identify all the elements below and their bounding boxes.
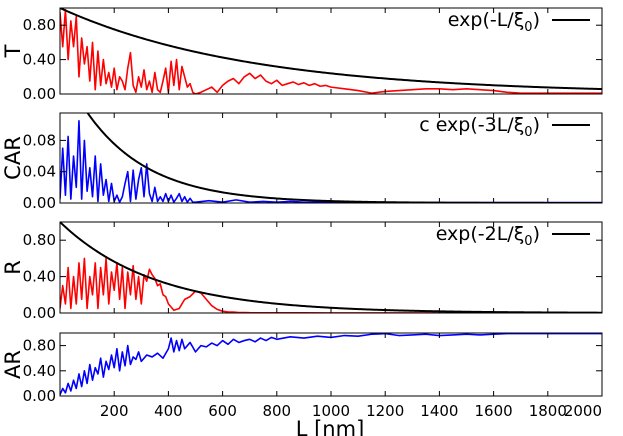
y-tick-label: 0.80	[23, 231, 56, 249]
legend-text: exp(-L/ξ	[448, 9, 525, 31]
legend-close: )	[533, 223, 540, 245]
plot-area	[60, 8, 602, 94]
x-tick-label: 600	[208, 402, 237, 420]
y-tick-label: 0.80	[23, 337, 56, 355]
data-line-t	[60, 8, 602, 94]
panel-ar: 0.00 0.40 0.80 200 400 600 800 1000 1200 1400 1600…	[1, 332, 603, 420]
y-tick-label: 0.04	[23, 163, 56, 181]
x-tick-label: 1400	[420, 402, 458, 420]
y-tick-label: 0.08	[23, 131, 56, 149]
legend-label: exp(-L/ξ0)	[448, 9, 540, 35]
data-line-ar	[60, 333, 602, 396]
legend-label: exp(-2L/ξ0)	[436, 223, 540, 249]
x-tick-label: 1000	[312, 402, 350, 420]
y-tick-label: 0.00	[23, 387, 56, 405]
y-axis-label: AR	[1, 350, 25, 379]
x-tick-label: 800	[262, 402, 291, 420]
legend-close: )	[533, 9, 540, 31]
x-tick-label: 200	[100, 402, 129, 420]
data-line-r	[60, 257, 602, 313]
legend-label: c exp(-3L/ξ0)	[419, 114, 540, 140]
y-axis-label: CAR	[1, 136, 25, 180]
y-axis-label: R	[1, 260, 25, 275]
x-tick-label: 1800	[529, 402, 567, 420]
y-tick-label: 0.00	[23, 85, 56, 103]
y-tick-label: 0.40	[23, 268, 56, 286]
y-tick-label: 0.00	[23, 194, 56, 212]
y-tick-label: 0.40	[23, 51, 56, 69]
y-axis-label: T	[1, 44, 25, 58]
x-tick-label: 2000	[564, 402, 602, 420]
y-tick-label: 0.00	[23, 304, 56, 322]
envelope-line-t	[60, 8, 602, 91]
legend-subscript: 0	[524, 234, 532, 249]
x-tick-label: 1600	[475, 402, 513, 420]
y-tick-label: 0.80	[23, 16, 56, 34]
legend-text: exp(-2L/ξ	[436, 223, 525, 245]
plot-area	[60, 333, 602, 396]
legend-subscript: 0	[524, 125, 532, 140]
panels: 0.000.400.80Texp(-L/ξ0)0.000.040.08CARc …	[1, 7, 603, 420]
legend-text: c exp(-3L/ξ	[419, 114, 524, 136]
legend-close: )	[533, 114, 540, 136]
x-tick-label: 1200	[366, 402, 404, 420]
y-tick-label: 0.40	[23, 362, 56, 380]
panel-frame	[59, 332, 603, 397]
x-axis-label: L [nm]	[296, 417, 365, 436]
x-tick-label: 400	[154, 402, 183, 420]
legend-subscript: 0	[524, 20, 532, 35]
data-line-car	[60, 120, 602, 203]
envelope-line-r	[60, 222, 602, 313]
